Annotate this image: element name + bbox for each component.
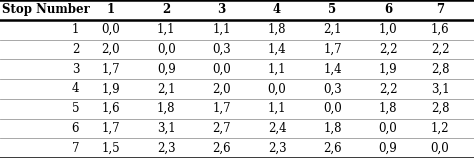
- Text: 0,3: 0,3: [212, 43, 231, 56]
- Text: 1,8: 1,8: [323, 122, 342, 135]
- Text: 1,9: 1,9: [379, 63, 397, 76]
- Text: 1,5: 1,5: [101, 142, 120, 155]
- Text: 1,4: 1,4: [323, 63, 342, 76]
- Text: 2,1: 2,1: [157, 82, 175, 95]
- Text: 0,9: 0,9: [379, 142, 397, 155]
- Text: 1,1: 1,1: [157, 23, 175, 36]
- Text: 1,7: 1,7: [323, 43, 342, 56]
- Text: 1: 1: [107, 3, 115, 16]
- Text: 1,6: 1,6: [431, 23, 449, 36]
- Text: 2,6: 2,6: [323, 142, 342, 155]
- Text: 3,1: 3,1: [157, 122, 175, 135]
- Text: 3,1: 3,1: [431, 82, 449, 95]
- Text: 6: 6: [384, 3, 392, 16]
- Text: 1,8: 1,8: [379, 102, 397, 115]
- Text: 2,8: 2,8: [431, 102, 449, 115]
- Text: 0,9: 0,9: [157, 63, 175, 76]
- Text: 1,0: 1,0: [379, 23, 397, 36]
- Text: 0,0: 0,0: [157, 43, 175, 56]
- Text: 2,2: 2,2: [379, 82, 397, 95]
- Text: 2,4: 2,4: [268, 122, 286, 135]
- Text: 1,7: 1,7: [212, 102, 231, 115]
- Text: 2,3: 2,3: [268, 142, 286, 155]
- Text: 7: 7: [436, 3, 444, 16]
- Text: Stop Number: Stop Number: [2, 3, 90, 16]
- Text: 1,1: 1,1: [268, 102, 286, 115]
- Text: 2,6: 2,6: [212, 142, 231, 155]
- Text: 1,2: 1,2: [431, 122, 449, 135]
- Text: 1,7: 1,7: [101, 63, 120, 76]
- Text: 0,0: 0,0: [431, 142, 449, 155]
- Text: 0,0: 0,0: [379, 122, 397, 135]
- Text: 2: 2: [162, 3, 170, 16]
- Text: 2,3: 2,3: [157, 142, 175, 155]
- Text: 3: 3: [218, 3, 226, 16]
- Text: 2,0: 2,0: [212, 82, 231, 95]
- Text: 6: 6: [72, 122, 79, 135]
- Text: 4: 4: [273, 3, 281, 16]
- Text: 2,2: 2,2: [379, 43, 397, 56]
- Text: 0,0: 0,0: [268, 82, 286, 95]
- Text: 1,9: 1,9: [101, 82, 120, 95]
- Text: 2,8: 2,8: [431, 63, 449, 76]
- Text: 1,1: 1,1: [212, 23, 231, 36]
- Text: 1,8: 1,8: [268, 23, 286, 36]
- Text: 5: 5: [72, 102, 79, 115]
- Text: 5: 5: [328, 3, 337, 16]
- Text: 7: 7: [72, 142, 79, 155]
- Text: 1,4: 1,4: [268, 43, 286, 56]
- Text: 1,1: 1,1: [268, 63, 286, 76]
- Text: 0,3: 0,3: [323, 82, 342, 95]
- Text: 0,0: 0,0: [323, 102, 342, 115]
- Text: 1,6: 1,6: [101, 102, 120, 115]
- Text: 2,7: 2,7: [212, 122, 231, 135]
- Text: 2,0: 2,0: [101, 43, 120, 56]
- Text: 0,0: 0,0: [212, 63, 231, 76]
- Text: 1,7: 1,7: [101, 122, 120, 135]
- Text: 4: 4: [72, 82, 79, 95]
- Text: 2: 2: [72, 43, 79, 56]
- Text: 2,2: 2,2: [431, 43, 449, 56]
- Text: 1,8: 1,8: [157, 102, 175, 115]
- Text: 3: 3: [72, 63, 79, 76]
- Text: 1: 1: [72, 23, 79, 36]
- Text: 0,0: 0,0: [101, 23, 120, 36]
- Text: 2,1: 2,1: [323, 23, 342, 36]
